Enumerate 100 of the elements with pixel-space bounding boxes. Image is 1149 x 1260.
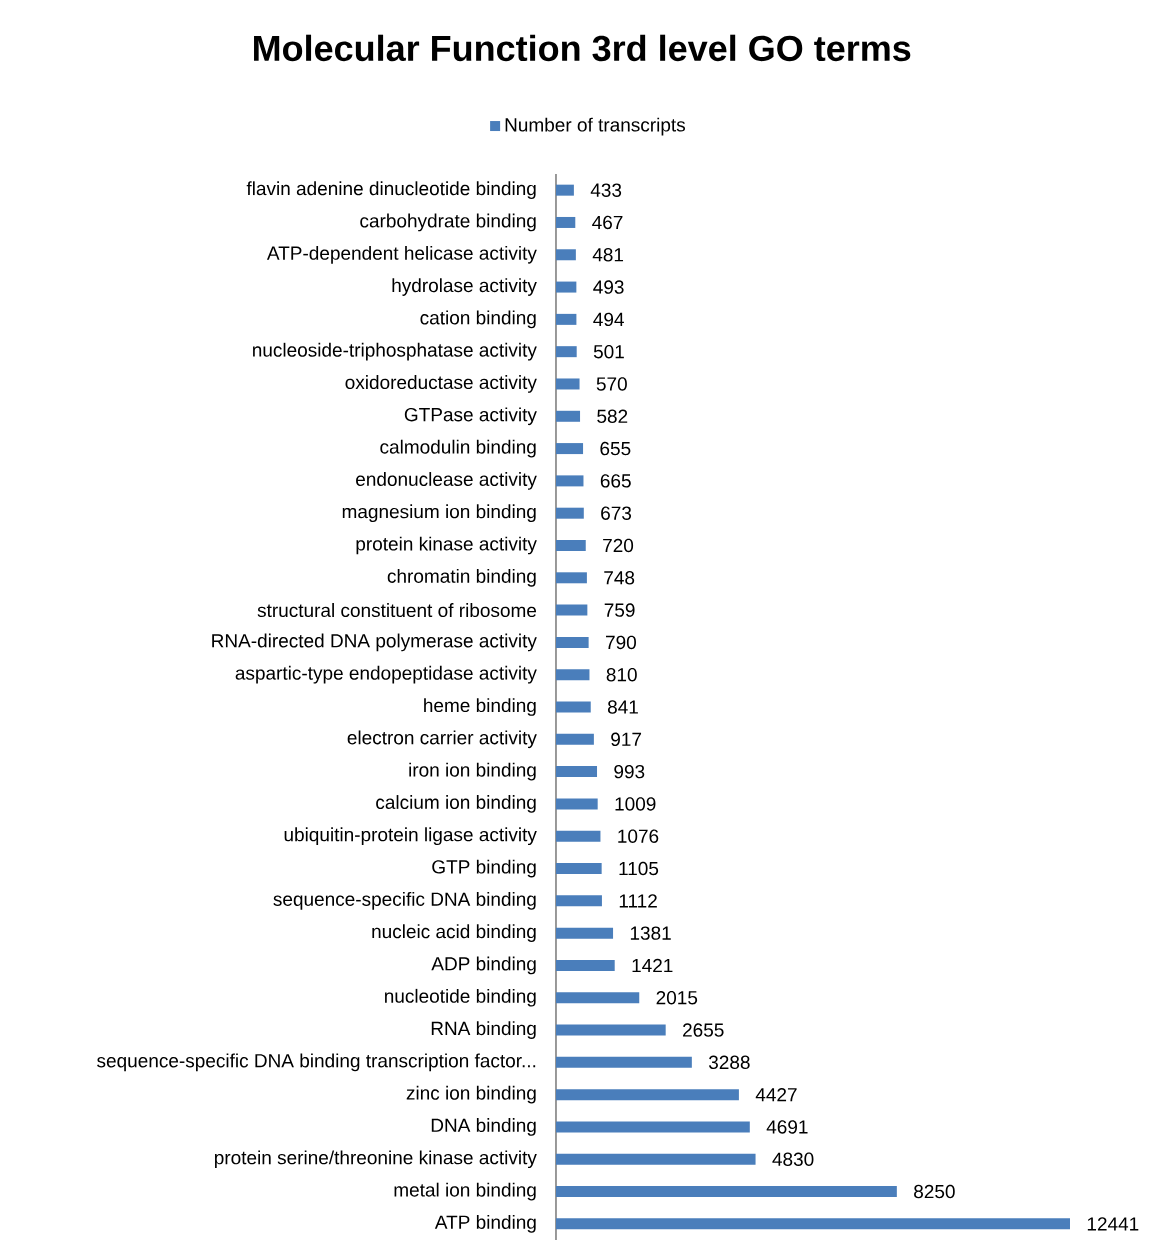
bar <box>556 959 615 971</box>
bar <box>556 636 589 648</box>
bar <box>556 475 584 487</box>
y-tick-label: calcium ion binding <box>376 795 536 813</box>
bar <box>556 507 584 519</box>
bar <box>556 733 594 745</box>
bar <box>556 1056 692 1068</box>
y-tick-label: sequence-specific DNA binding transcription factor... <box>97 1053 536 1072</box>
data-label: 433 <box>590 183 622 197</box>
data-label: 4427 <box>755 1088 797 1102</box>
legend-label: Number of transcripts <box>505 117 686 136</box>
bar <box>556 669 590 681</box>
bar <box>556 1186 897 1198</box>
y-tick-label: cation binding <box>420 310 536 329</box>
y-tick-label: zinc ion binding <box>406 1085 536 1104</box>
y-tick-label: heme binding <box>424 698 536 716</box>
bar <box>556 863 602 875</box>
bar <box>556 216 576 228</box>
y-tick-label: nucleic acid binding <box>372 924 536 942</box>
data-label: 493 <box>593 280 624 294</box>
y-tick-label: protein kinase activity <box>356 536 537 555</box>
data-label: 12441 <box>1087 1217 1139 1231</box>
data-label: 467 <box>592 215 623 230</box>
data-label: 2655 <box>683 1023 724 1037</box>
data-label: 673 <box>601 506 632 520</box>
data-label: 570 <box>596 377 627 391</box>
bar <box>556 184 574 196</box>
data-label: 993 <box>614 764 645 779</box>
data-label: 748 <box>604 571 635 585</box>
data-label: 481 <box>592 248 624 262</box>
y-tick-label: RNA-directed DNA polymerase activity <box>212 633 537 652</box>
y-tick-label: magnesium ion binding <box>342 504 536 523</box>
bar <box>556 830 601 842</box>
bar <box>556 701 591 713</box>
data-label: 720 <box>603 538 634 553</box>
y-tick-label: GTPase activity <box>404 407 537 426</box>
bar <box>556 766 598 778</box>
bar <box>556 539 586 551</box>
y-tick-label: ubiquitin-protein ligase activity <box>284 827 537 846</box>
y-tick-label: iron ion binding <box>409 762 536 781</box>
y-tick-label: nucleotide binding <box>385 988 536 1007</box>
data-label: 8250 <box>914 1184 955 1199</box>
data-label: 759 <box>604 603 635 617</box>
bar <box>556 1024 666 1036</box>
bar <box>556 895 602 907</box>
data-label: 501 <box>593 344 624 359</box>
y-tick-label: ATP binding <box>434 1215 536 1233</box>
y-tick-label: protein serine/threonine kinase activity <box>214 1150 537 1169</box>
data-label: 494 <box>593 312 624 327</box>
bar <box>556 410 581 422</box>
bar <box>556 378 580 390</box>
bar <box>556 1089 739 1101</box>
bar <box>556 927 614 939</box>
data-label: 1381 <box>630 926 671 940</box>
data-label: 810 <box>606 667 637 682</box>
y-tick-label: electron carrier activity <box>347 730 537 749</box>
data-label: 1421 <box>632 958 673 973</box>
y-tick-label: endonuclease activity <box>356 472 537 490</box>
bar <box>556 572 587 584</box>
data-label: 655 <box>600 441 631 456</box>
bar <box>556 798 598 810</box>
bar <box>556 1153 756 1165</box>
y-tick-label: hydrolase activity <box>392 278 537 296</box>
data-label: 4830 <box>772 1152 814 1166</box>
data-label: 917 <box>611 732 642 747</box>
data-label: 1076 <box>618 829 659 843</box>
data-label: 4691 <box>766 1120 808 1134</box>
y-tick-label: sequence-specific DNA binding <box>273 891 536 910</box>
data-label: 1009 <box>615 797 656 811</box>
data-label: 582 <box>597 409 628 424</box>
y-tick-label: RNA binding <box>431 1021 536 1039</box>
data-label: 1112 <box>619 894 657 908</box>
data-label: 665 <box>600 474 631 488</box>
chart-title: Molecular Function 3rd level GO terms <box>254 34 911 62</box>
bar <box>556 992 640 1004</box>
y-tick-label: metal ion binding <box>394 1182 536 1201</box>
bar <box>556 281 577 293</box>
y-tick-label: oxidoreductase activity <box>345 375 537 393</box>
data-label: 841 <box>607 700 638 714</box>
bar <box>556 1218 1070 1230</box>
bar <box>556 604 588 616</box>
y-tick-label: flavin adenine dinucleotide binding <box>246 181 536 200</box>
y-tick-label: GTP binding <box>432 859 536 878</box>
bar <box>556 249 576 261</box>
bar <box>556 313 577 325</box>
bar <box>556 443 584 455</box>
y-tick-label: chromatin binding <box>387 568 536 587</box>
y-tick-label: nucleoside-triphosphatase activity <box>253 342 537 361</box>
y-tick-label: aspartic-type endopeptidase activity <box>235 665 537 684</box>
y-tick-label: carbohydrate binding <box>360 213 536 232</box>
bar <box>556 346 577 358</box>
y-tick-label: DNA binding <box>431 1118 536 1136</box>
data-label: 790 <box>606 635 636 650</box>
data-label: 1105 <box>619 861 659 876</box>
data-label: 3288 <box>708 1055 750 1070</box>
data-label: 2015 <box>656 991 698 1005</box>
y-tick-label: structural constituent of ribosome <box>257 603 537 618</box>
y-tick-label: calmodulin binding <box>380 439 536 458</box>
y-tick-label: ADP binding <box>431 956 536 975</box>
y-tick-label: ATP-dependent helicase activity <box>266 245 537 264</box>
